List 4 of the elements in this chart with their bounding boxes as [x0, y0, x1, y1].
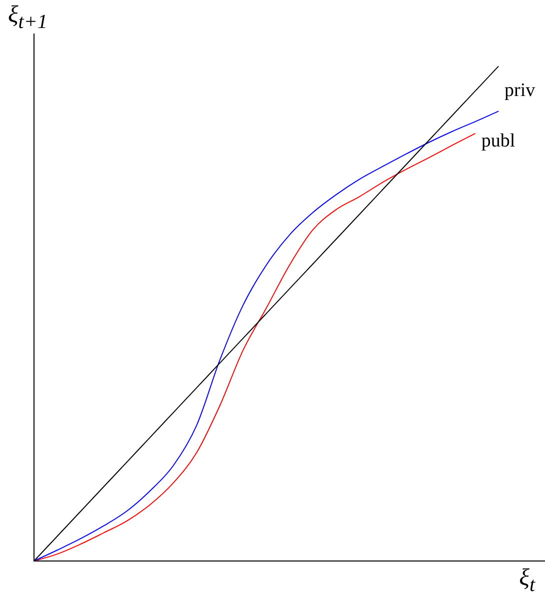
- series-label: publ: [481, 130, 516, 152]
- x-axis-title: ξ$_{t}$: [519, 565, 535, 597]
- y-axis-title: ξ$_{t+1}$: [8, 2, 48, 34]
- series-label: priv: [504, 80, 536, 102]
